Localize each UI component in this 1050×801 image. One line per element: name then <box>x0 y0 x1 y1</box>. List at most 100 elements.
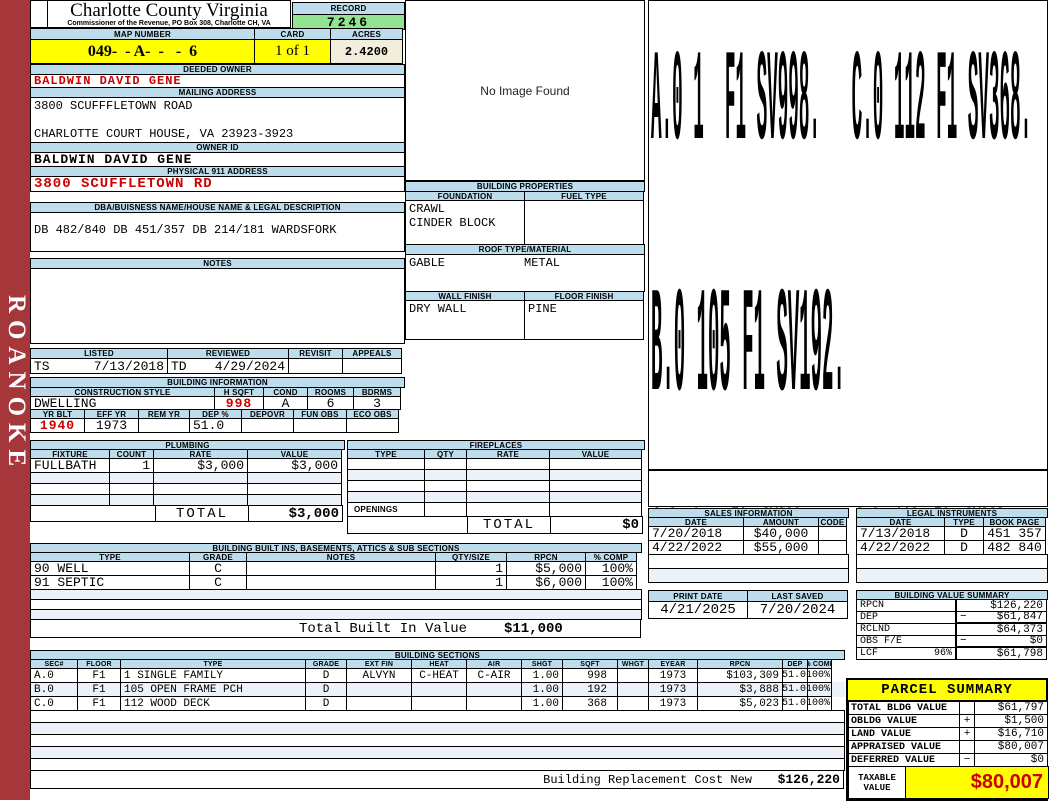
notes-value <box>30 268 405 344</box>
building-info-block: BUILDING INFORMATION CONSTRUCTION STYLE … <box>30 377 405 433</box>
sale-amount: $40,000 <box>743 526 819 541</box>
construction-style-value: DWELLING <box>30 396 215 410</box>
built-in-comp: 100% <box>585 561 637 576</box>
legal-row: 7/13/2018 D 451 357 <box>856 526 1048 541</box>
section-row: A.0 F1 1 SINGLE FAMILY D ALVYN C-HEAT C-… <box>30 668 845 683</box>
built-ins-row: 90 WELL C 1 $5,000 100% <box>30 561 642 576</box>
wall-finish-value: DRY WALL <box>405 300 525 340</box>
ps-value: $61,797 <box>974 701 1048 715</box>
ps-label: DEFERRED VALUE <box>848 753 960 767</box>
owner-id-value: BALDWIN DAVID GENE <box>30 152 405 167</box>
built-ins-total-label: Total Built In Value <box>30 619 470 638</box>
ps-op <box>959 740 975 754</box>
fireplaces-total-label: TOTAL <box>467 516 551 534</box>
extfin <box>346 696 412 711</box>
parcel-summary-title: PARCEL SUMMARY <box>848 680 1046 701</box>
air: C-AIR <box>466 668 522 683</box>
legal-row: 4/22/2022 D 482 840 <box>856 540 1048 555</box>
sec: B.0 <box>30 682 78 697</box>
empty-row <box>856 554 1048 569</box>
deeded-owner-value: BALDWIN DAVID GENE <box>30 74 405 88</box>
reviewed-date: 4/29/2024 <box>214 358 285 374</box>
sale-date: 7/20/2018 <box>648 526 744 541</box>
built-ins-total-value: $11,000 <box>469 619 641 638</box>
built-in-comp: 100% <box>585 575 637 590</box>
replacement-cost-label: Building Replacement Cost New <box>30 770 755 789</box>
vs-label: OBS F/E <box>856 635 956 648</box>
ps-op: + <box>959 727 975 741</box>
floor: F1 <box>77 668 121 683</box>
empty-cell <box>30 0 48 28</box>
empty-cell <box>30 505 156 522</box>
ps-value: $80,007 <box>974 740 1048 754</box>
heat <box>411 696 467 711</box>
vs-value: $61,798 <box>955 647 1047 660</box>
plumbing-total-label: TOTAL <box>155 505 249 522</box>
photo-box: No Image Found <box>405 0 645 181</box>
fuel-type-value <box>524 200 644 245</box>
built-in-type: 91 SEPTIC <box>30 575 190 590</box>
print-date-value: 4/21/2025 <box>648 601 748 619</box>
sale-amount: $55,000 <box>743 540 819 555</box>
heat: C-HEAT <box>411 668 467 683</box>
ps-label: APPRAISED VALUE <box>848 740 960 754</box>
vs-label-text: OBS F/E <box>860 636 903 647</box>
sqft: 998 <box>562 668 618 683</box>
built-in-notes <box>246 561 436 576</box>
yrblt-value: 1940 <box>30 418 85 433</box>
cond-value: A <box>263 396 308 410</box>
dep: 51.0 <box>782 682 808 697</box>
remyr-value <box>138 418 190 433</box>
ecoobs-value <box>346 418 399 433</box>
owner-block: DEEDED OWNER BALDWIN DAVID GENE MAILING … <box>30 64 405 192</box>
rpcn: $5,023 <box>697 696 783 711</box>
rate-value: $3,000 <box>153 458 248 473</box>
instrument-book-page: 451 357 <box>983 526 1046 541</box>
type: 112 WOOD DECK <box>120 696 306 711</box>
ps-op <box>959 701 975 715</box>
review-block: LISTED REVIEWED REVISIT APPEALS TS 7/13/2… <box>30 348 402 374</box>
eyear: 1973 <box>648 682 698 697</box>
map-card-acres: MAP NUMBER CARD ACRES 049- - A- - - 6 1 … <box>30 28 403 64</box>
ps-value: $0 <box>974 753 1048 767</box>
vs-amount: $61,798 <box>996 647 1043 660</box>
type: 1 SINGLE FAMILY <box>120 668 306 683</box>
grade: D <box>305 668 347 683</box>
shgt: 1.00 <box>521 696 563 711</box>
taxable-value: $80,007 <box>905 766 1049 799</box>
listed-by: TS <box>34 358 50 374</box>
built-in-grade: C <box>189 575 247 590</box>
air <box>466 682 522 697</box>
sketch-panel: A.0 1 F1 SV998. C.0 112 F1 SV368. B.0 10… <box>648 0 1048 470</box>
card-value: 1 of 1 <box>254 39 331 64</box>
vs-amount: $126,220 <box>990 599 1043 612</box>
sqft: 192 <box>562 682 618 697</box>
eyear: 1973 <box>648 696 698 711</box>
section-row: B.0 F1 105 OPEN FRAME PCH D 1.00 192 197… <box>30 682 845 697</box>
grade: D <box>305 696 347 711</box>
vs-label: LCF 96% <box>856 647 956 660</box>
whgt <box>617 668 649 683</box>
listed-date: 7/13/2018 <box>93 358 164 374</box>
instrument-type: D <box>944 540 984 555</box>
openings-qty <box>424 502 467 517</box>
county-title: Charlotte County Virginia <box>70 0 268 21</box>
ps-op: + <box>959 714 975 728</box>
map-number-value: 049- - A- - - 6 <box>30 39 255 64</box>
empty-row <box>648 554 849 569</box>
plumbing-row: FULLBATH 1 $3,000 $3,000 <box>30 458 345 473</box>
ps-label: TOTAL BLDG VALUE <box>848 701 960 715</box>
bdrms-value: 3 <box>353 396 401 410</box>
instrument-date: 4/22/2022 <box>856 540 945 555</box>
vs-amount: $61,847 <box>996 611 1043 623</box>
county-header: Charlotte County Virginia Commissioner o… <box>30 0 291 28</box>
dep: 51.0 <box>782 696 808 711</box>
shgt: 1.00 <box>521 668 563 683</box>
built-ins-row: 91 SEPTIC C 1 $6,000 100% <box>30 575 642 590</box>
grade: D <box>305 682 347 697</box>
taxable-value-label: TAXABLE VALUE <box>848 766 906 799</box>
built-in-grade: C <box>189 561 247 576</box>
roof-type-value: GABLE <box>409 256 446 270</box>
photo-placeholder: No Image Found <box>480 83 570 98</box>
value-value: $3,000 <box>247 458 342 473</box>
